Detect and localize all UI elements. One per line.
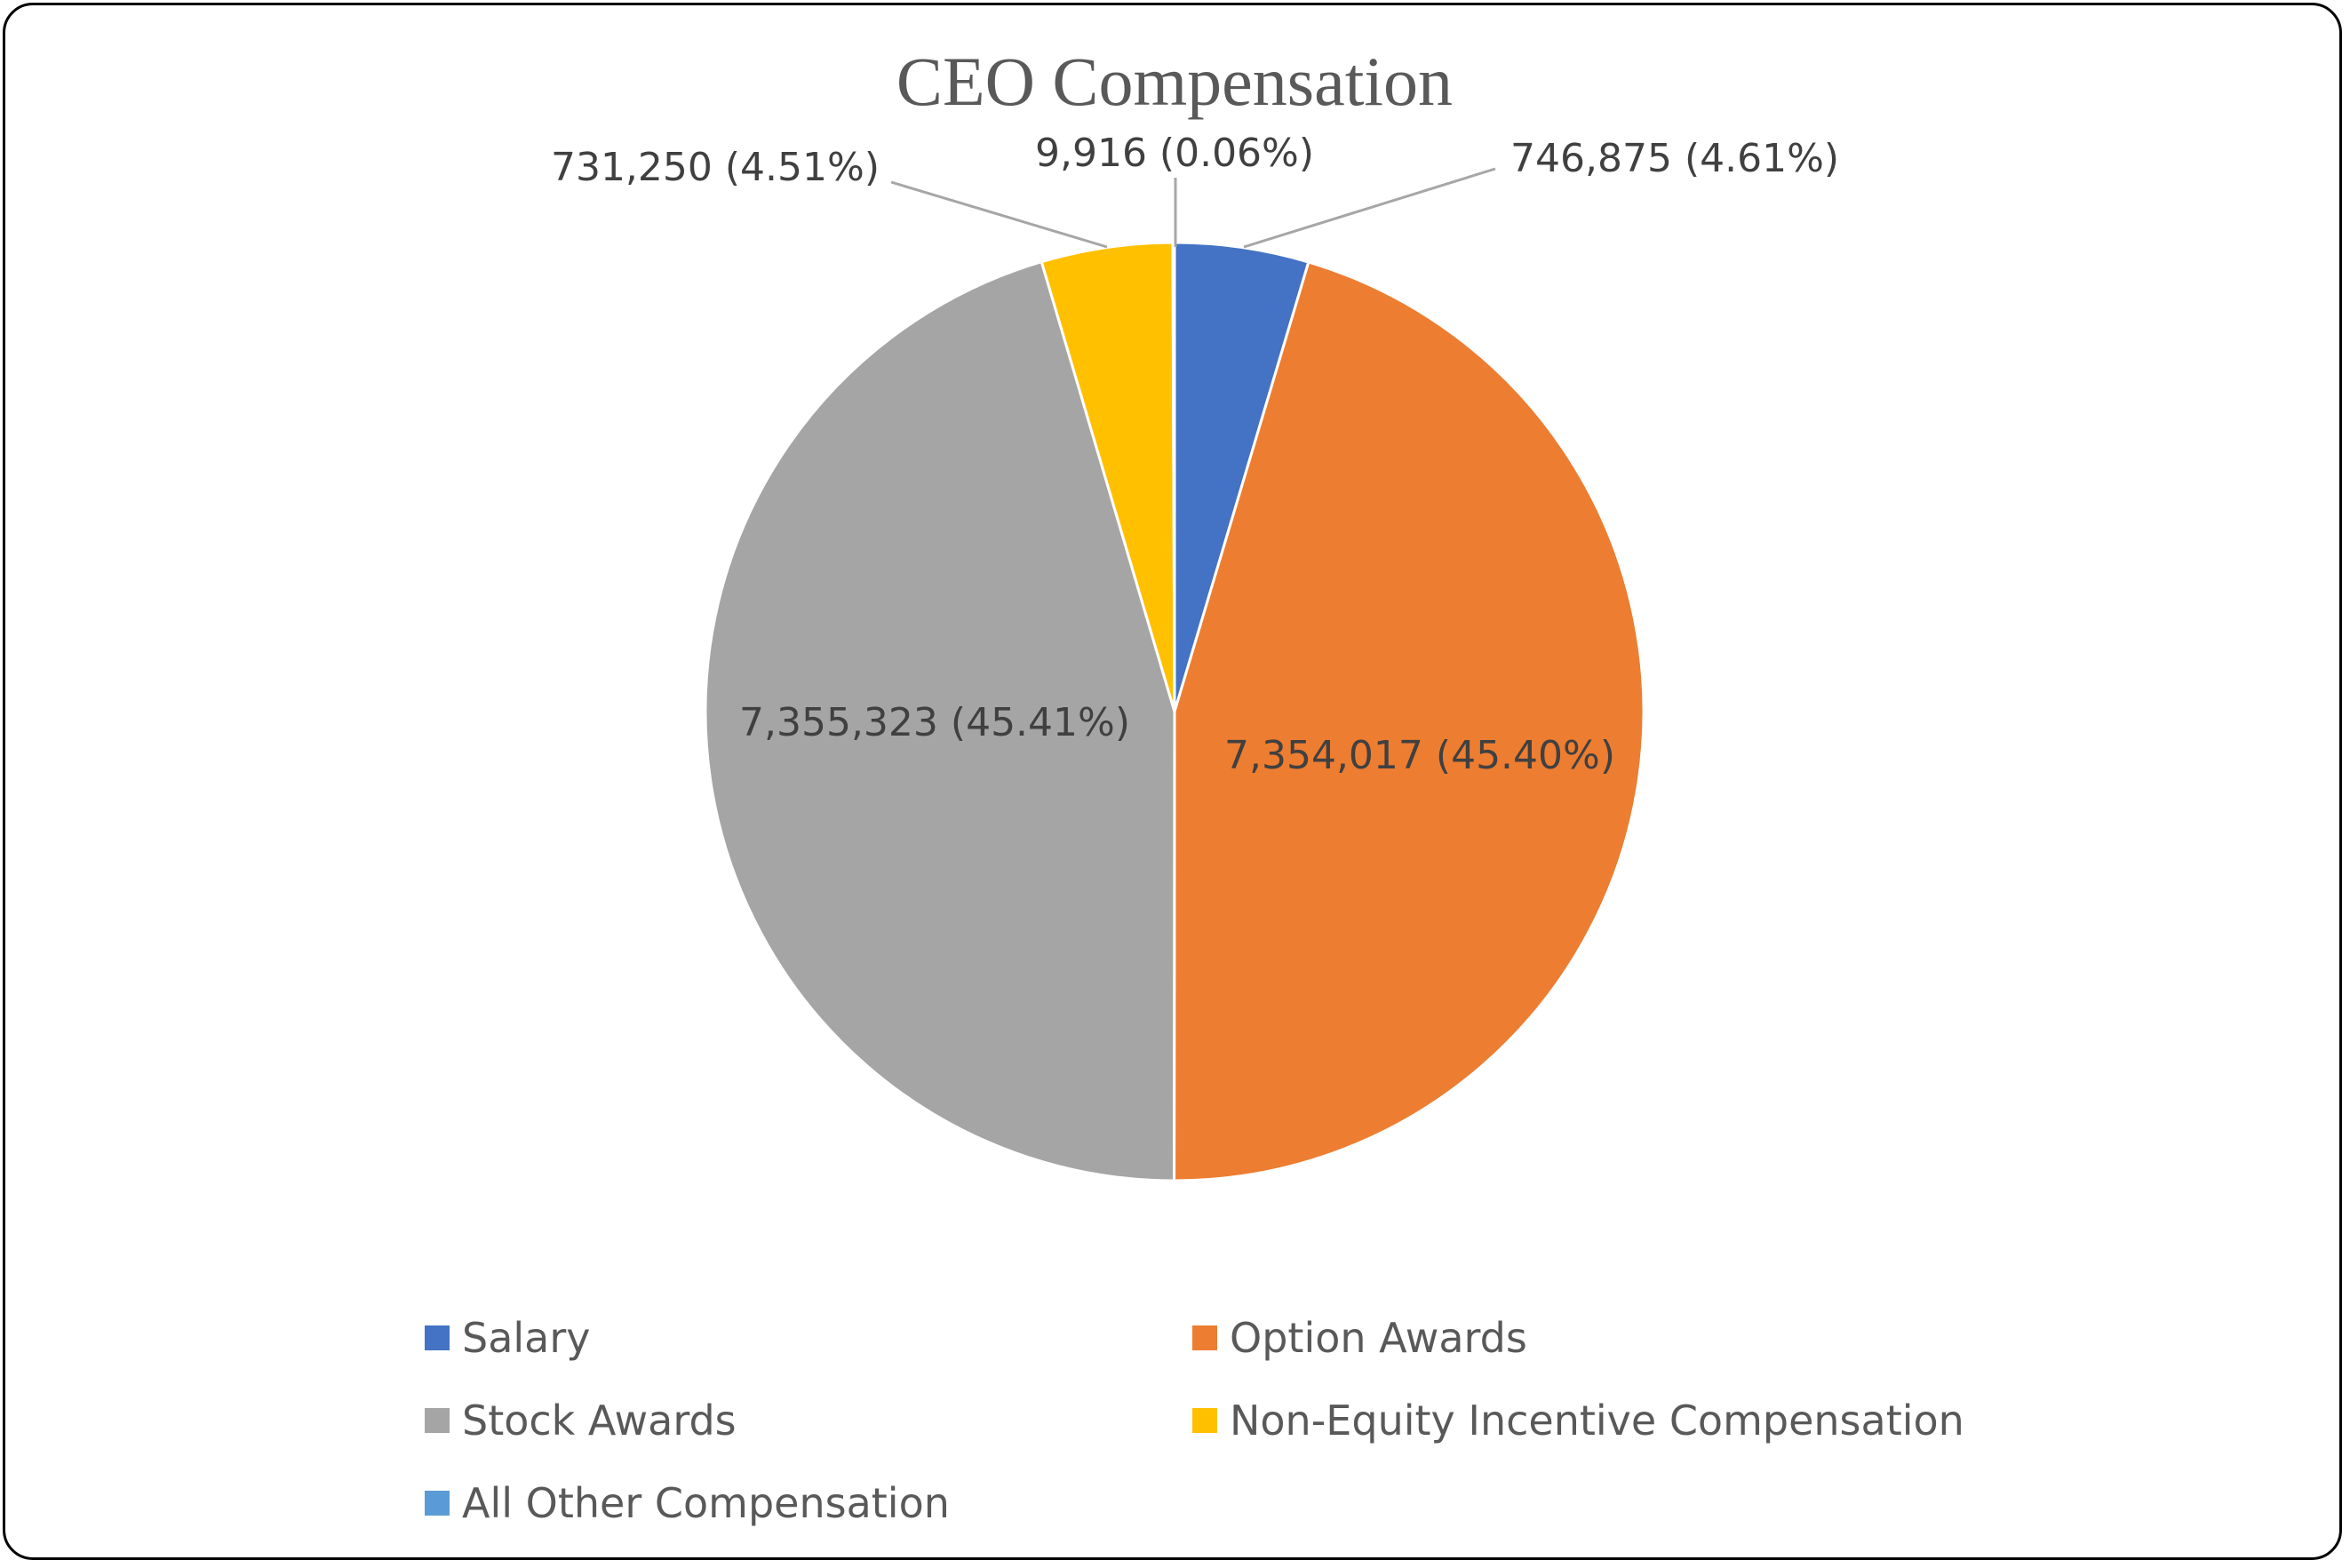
legend-swatch [425, 1325, 450, 1350]
slice-stock-awards [704, 259, 1176, 1182]
slice-all-other-compensation [1171, 241, 1176, 712]
legend-label: Option Awards [1230, 1314, 1527, 1362]
leader-lines [890, 167, 1496, 249]
pie-slices [704, 241, 1645, 1182]
legend-swatch [425, 1408, 450, 1433]
legend-item-salary: Salary [425, 1314, 591, 1362]
leader-line-salary [1243, 167, 1496, 249]
data-label-all-other-compensation: 9,916 (0.06%) [1035, 131, 1314, 176]
legend-item-stock-awards: Stock Awards [425, 1397, 737, 1445]
legend-swatch [1192, 1325, 1217, 1350]
legend-swatch [425, 1491, 450, 1516]
data-labels: 746,875 (4.61%) 7,354,017 (45.40%) 7,355,3… [551, 131, 1839, 778]
legend-item-option-awards: Option Awards [1192, 1314, 1527, 1362]
chart-title: CEO Compensation [896, 43, 1453, 120]
legend-swatch [1192, 1408, 1217, 1433]
data-label-stock-awards: 7,355,323 (45.41%) [739, 700, 1130, 745]
data-label-option-awards: 7,354,017 (45.40%) [1224, 733, 1615, 778]
legend-item-all-other-compensation: All Other Compensation [425, 1479, 950, 1527]
legend-label: Non-Equity Incentive Compensation [1230, 1397, 1964, 1445]
legend: Salary Option Awards Stock Awards Non-Equit… [425, 1314, 1964, 1527]
data-label-salary: 746,875 (4.61%) [1510, 136, 1839, 181]
legend-label: Stock Awards [462, 1397, 737, 1445]
leader-line-non-equity-incentive-compensation [890, 180, 1108, 249]
slice-option-awards [1173, 260, 1645, 1182]
data-label-non-equity-incentive-compensation: 731,250 (4.51%) [551, 145, 880, 190]
legend-item-non-equity-incentive-compensation: Non-Equity Incentive Compensation [1192, 1397, 1964, 1445]
legend-label: All Other Compensation [462, 1479, 950, 1527]
legend-label: Salary [462, 1314, 591, 1362]
